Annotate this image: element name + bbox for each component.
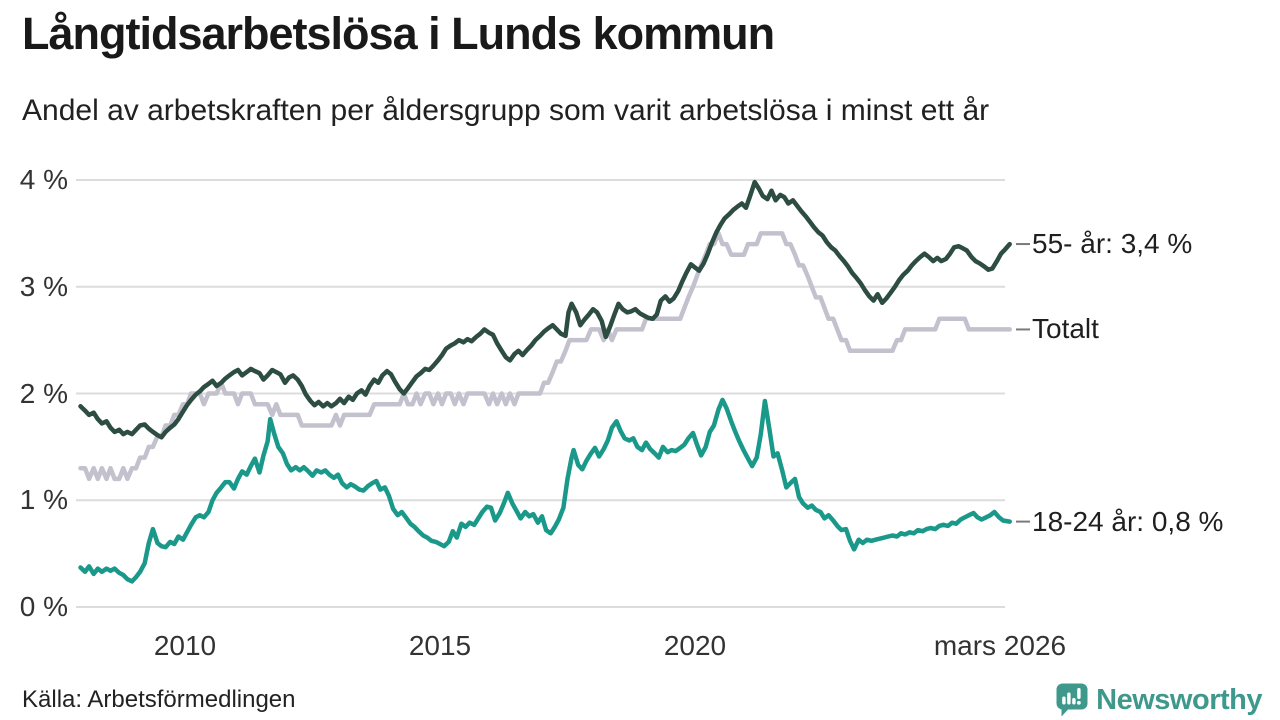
series-label-totalt: Totalt bbox=[1032, 313, 1099, 345]
x-axis-tick-label: 2015 bbox=[408, 630, 472, 661]
series-line-55-år bbox=[78, 179, 1012, 440]
newsworthy-bubble-chart-icon bbox=[1055, 682, 1089, 718]
y-axis-tick-label: 3 % bbox=[19, 270, 68, 302]
series-line-Totalt bbox=[78, 231, 1012, 482]
series-line-18-24år bbox=[78, 397, 1012, 584]
x-axis-tick-label: mars 2026 bbox=[933, 630, 1067, 661]
y-axis-tick-label: 2 % bbox=[19, 377, 68, 409]
y-axis-tick-label: 4 % bbox=[19, 164, 68, 195]
source-note: Källa: Arbetsförmedlingen bbox=[22, 686, 296, 713]
newsworthy-logo: Newsworthy bbox=[1055, 682, 1262, 718]
series-label-18-24-ar: 18-24 år: 0,8 % bbox=[1032, 505, 1224, 537]
y-axis-tick-label: 1 % bbox=[19, 484, 68, 516]
page-title: Långtidsarbetslösa i Lunds kommun bbox=[22, 8, 775, 59]
newsworthy-wordmark: Newsworthy bbox=[1096, 683, 1262, 716]
page-subtitle: Andel av arbetskraften per åldersgrupp s… bbox=[22, 94, 990, 127]
x-axis-tick-label: 2010 bbox=[153, 630, 217, 661]
y-axis-tick-label: 0 % bbox=[19, 591, 68, 622]
x-axis-tick-label: 2020 bbox=[663, 630, 727, 661]
series-label-55-ar: 55- år: 3,4 % bbox=[1032, 228, 1193, 260]
